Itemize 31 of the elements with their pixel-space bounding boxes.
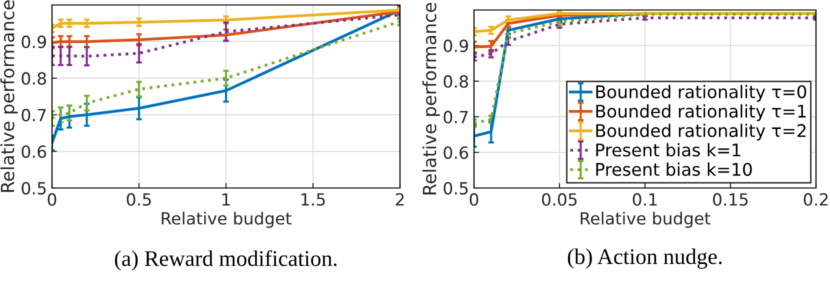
legend-label: Present bias k=1 xyxy=(596,143,740,157)
legend-label: Bounded rationality τ=1 xyxy=(596,104,806,122)
legend-label: Present bias k=10 xyxy=(596,162,752,176)
x-axis-title: Relative budget xyxy=(580,212,710,228)
y-tick-label: 0.8 xyxy=(444,75,468,88)
x-tick-label: 0.5 xyxy=(126,193,151,206)
y-tick-label: 0.9 xyxy=(444,40,468,52)
x-tick-label: 2 xyxy=(396,193,404,206)
x-tick-label: 0.05 xyxy=(542,193,577,206)
x-tick-label: 0 xyxy=(470,193,478,206)
x-tick-label: 0 xyxy=(48,193,56,206)
x-tick-label: 0.15 xyxy=(713,193,748,206)
y-tick-label: 0.7 xyxy=(444,110,468,124)
y-tick-label: 0.9 xyxy=(22,36,46,48)
x-axis-title: Relative budget xyxy=(162,212,292,228)
legend-label: Bounded rationality τ=0 xyxy=(596,84,806,102)
x-tick-label: 1.5 xyxy=(302,193,325,206)
legend-label: Bounded rationality τ=2 xyxy=(596,124,806,141)
y-tick-label: 0.5 xyxy=(22,182,46,195)
text: (b) Action nudge. xyxy=(568,248,722,269)
y-tick-label: 0.8 xyxy=(22,72,46,85)
y-tick-label: 0.7 xyxy=(22,108,46,122)
y-tick-label: 0.6 xyxy=(22,145,46,158)
y-axis-title: Relative performance xyxy=(0,0,18,192)
text: (a) Reward modification. xyxy=(114,250,337,271)
y-tick-label: 0.5 xyxy=(444,182,468,195)
y-axis-title: Relative performance xyxy=(422,2,440,194)
y-tick-label: 0.6 xyxy=(444,146,468,159)
x-tick-label: 0.2 xyxy=(804,193,828,206)
x-tick-label: 1 xyxy=(222,193,230,206)
x-tick-label: 0.1 xyxy=(632,193,657,206)
